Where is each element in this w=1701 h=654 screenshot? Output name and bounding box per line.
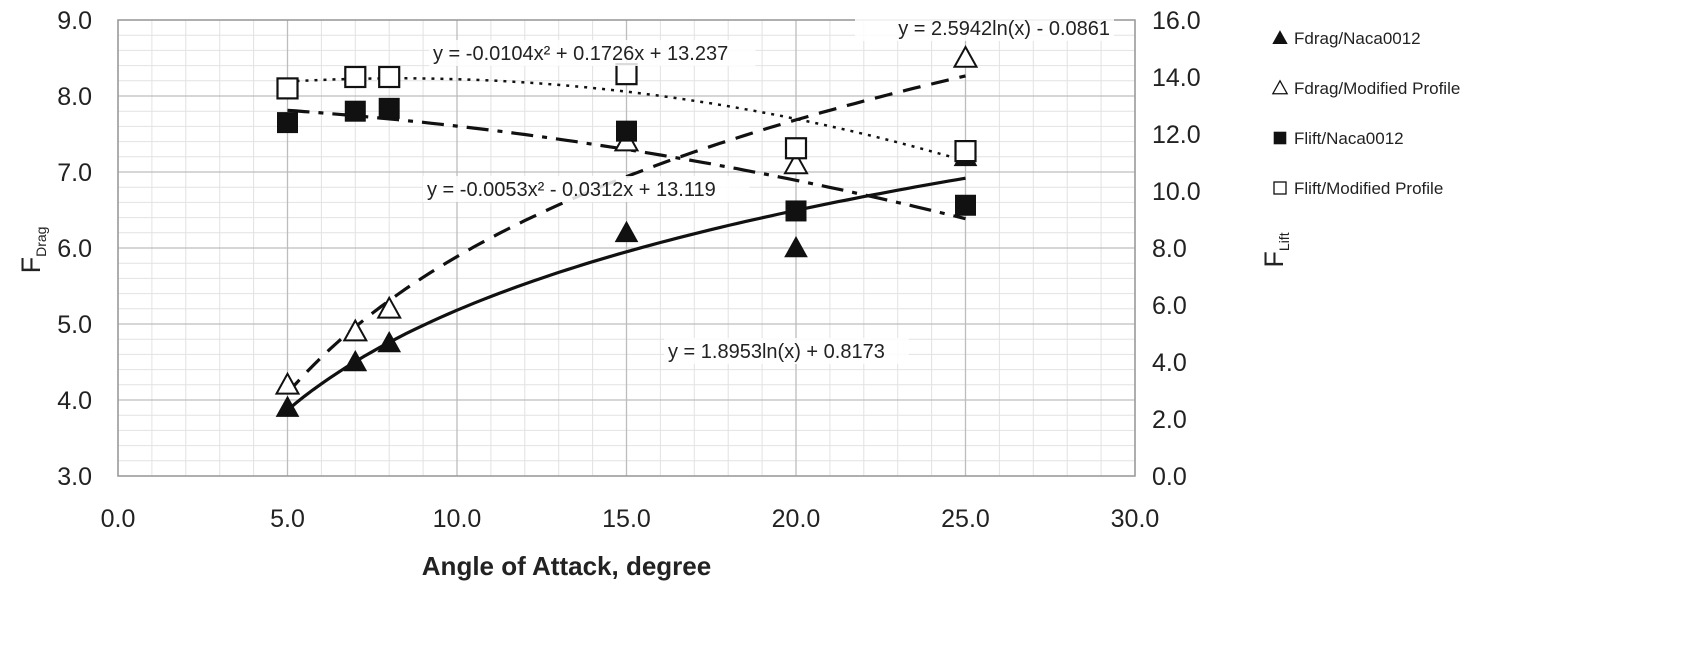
y-left-axis-title-main: F [16, 257, 46, 274]
y-left-tick-label: 9.0 [57, 7, 92, 35]
trendline-fdrag-naca0012 [286, 176, 966, 412]
trendline-equation-label: y = 1.8953ln(x) + 0.8173 [668, 341, 885, 363]
trendline-flift-modified-profile [287, 77, 966, 163]
data-point-flift-naca0012 [378, 97, 400, 119]
y-left-tick-label: 8.0 [57, 83, 92, 111]
y-right-axis-title-sub: Lift [1276, 232, 1292, 251]
legend: Fdrag/Naca0012 Fdrag/Modified Profile Flif… [1271, 29, 1460, 198]
y-right-tick-label: 16.0 [1152, 7, 1201, 35]
y-left-tick-label: 4.0 [57, 387, 92, 415]
y-left-tick-label: 6.0 [57, 235, 92, 263]
legend-marker [1272, 30, 1288, 45]
axis-layer: 0.0 5.0 10.0 15.0 20.0 25.0 30.0 3.0 4.0 5.0 6.0 7.… [16, 7, 1292, 581]
y-right-axis-title-main: F [1259, 251, 1289, 268]
data-point-fdrag-naca0012 [377, 330, 402, 353]
data-point-fdrag-naca0012 [784, 235, 808, 258]
y-right-tick-label: 2.0 [1152, 406, 1187, 434]
data-point-fdrag-modified-profile [952, 44, 979, 68]
data-point-flift-modified-profile [784, 137, 808, 160]
legend-item: Flift/Naca0012 [1273, 129, 1404, 148]
y-right-tick-label: 10.0 [1152, 178, 1201, 206]
y-left-tick-label: 3.0 [57, 463, 92, 491]
data-point-flift-modified-profile [276, 77, 299, 100]
plot-area-border [117, 19, 1136, 477]
trendline-label-bg [855, 15, 1114, 41]
data-point-flift-modified-profile [954, 140, 977, 163]
legend-label: Fdrag/Modified Profile [1294, 79, 1460, 98]
data-point-fdrag-naca0012 [343, 349, 368, 372]
trendline-label-bg [423, 176, 750, 202]
marker-layer [274, 44, 979, 417]
trendline-label-bg [429, 40, 756, 66]
x-tick-label: 20.0 [772, 505, 821, 533]
trendline-label-bg [664, 338, 909, 364]
data-point-flift-naca0012 [344, 100, 366, 122]
data-point-flift-modified-profile [378, 65, 401, 89]
legend-marker [1273, 181, 1287, 195]
data-point-flift-naca0012 [785, 200, 807, 222]
y-left-tick-label: 5.0 [57, 311, 92, 339]
legend-label: Flift/Naca0012 [1294, 129, 1404, 148]
y-right-tick-label: 4.0 [1152, 349, 1187, 377]
x-tick-label: 5.0 [270, 505, 305, 533]
y-left-tick-label: 7.0 [57, 159, 92, 187]
legend-item: Fdrag/Naca0012 [1272, 29, 1421, 48]
x-tick-label: 0.0 [101, 505, 136, 533]
legend-marker [1271, 79, 1289, 95]
legend-label: Flift/Modified Profile [1294, 179, 1443, 198]
data-point-fdrag-modified-profile [376, 295, 402, 319]
y-right-tick-label: 12.0 [1152, 121, 1201, 149]
x-tick-label: 25.0 [941, 505, 990, 533]
label-layer: y = 1.8953ln(x) + 0.8173 y = 2.5942ln(x) … [423, 15, 1114, 364]
data-point-flift-modified-profile [615, 63, 638, 86]
data-point-fdrag-modified-profile [783, 151, 809, 175]
data-point-fdrag-naca0012 [614, 220, 639, 243]
data-point-fdrag-naca0012 [275, 395, 300, 417]
data-point-flift-naca0012 [277, 112, 298, 134]
y-left-axis-title: FDrag [16, 227, 49, 274]
data-point-flift-naca0012 [955, 194, 976, 216]
y-right-tick-label: 8.0 [1152, 235, 1187, 263]
legend-item: Fdrag/Modified Profile [1271, 79, 1460, 98]
y-right-axis-title: FLift [1259, 232, 1292, 267]
y-left-axis-title-sub: Drag [33, 227, 49, 257]
y-right-tick-label: 14.0 [1152, 64, 1201, 92]
trendline-equation-label: y = -0.0104x² + 0.1726x + 13.237 [433, 43, 728, 65]
data-point-fdrag-modified-profile [342, 318, 368, 342]
data-point-flift-modified-profile [344, 65, 367, 89]
y-right-tick-label: 6.0 [1152, 292, 1187, 320]
x-tick-label: 15.0 [602, 505, 651, 533]
legend-label: Fdrag/Naca0012 [1294, 29, 1421, 48]
data-point-fdrag-modified-profile [274, 371, 301, 395]
y-right-tick-label: 0.0 [1152, 463, 1187, 491]
x-tick-label: 30.0 [1111, 505, 1160, 533]
trendline-equation-label: y = -0.0053x² - 0.0312x + 13.119 [427, 179, 716, 201]
x-tick-label: 10.0 [433, 505, 482, 533]
legend-marker [1273, 131, 1287, 145]
x-axis-title: Angle of Attack, degree [422, 551, 711, 581]
trendline-flift-naca0012 [287, 108, 966, 221]
legend-item: Flift/Modified Profile [1273, 179, 1443, 198]
data-point-flift-naca0012 [616, 120, 637, 142]
trendline-equation-label: y = 2.5942ln(x) - 0.0861 [898, 18, 1110, 40]
